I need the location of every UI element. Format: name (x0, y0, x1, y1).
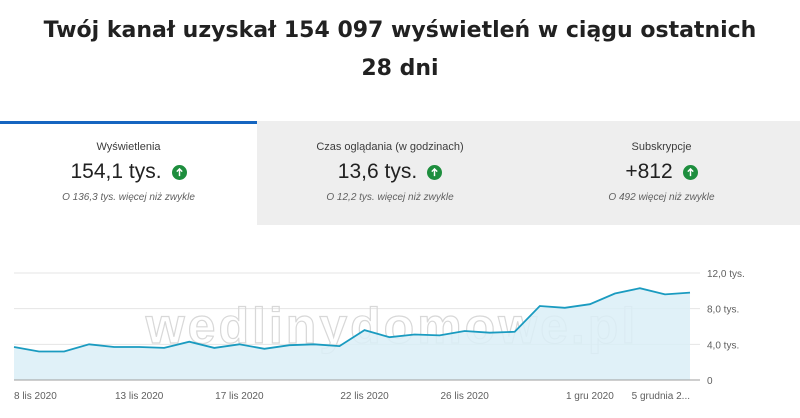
series-line (13, 287, 691, 353)
metric-tabs: Wyświetlenia 154,1 tys. O 136,3 tys. wię… (0, 121, 800, 225)
x-tick-label: 1 gru 2020 (566, 391, 614, 402)
x-tick-label: 5 grudnia 2... (632, 391, 690, 402)
tab-comparison: O 12,2 tys. więcej niż zwykle (326, 192, 454, 203)
x-tick-label: 8 lis 2020 (14, 391, 57, 402)
tab-comparison: O 136,3 tys. więcej niż zwykle (62, 192, 195, 203)
tab-comparison: O 492 więcej niż zwykle (608, 192, 715, 203)
tab-label: Subskrypcje (631, 141, 692, 153)
tab-value: 154,1 tys. (70, 160, 162, 183)
x-tick-label: 13 lis 2020 (115, 391, 164, 402)
x-tick-label: 17 lis 2020 (215, 391, 264, 402)
y-tick-label: 4,0 tys. (707, 340, 739, 351)
active-tab-indicator (0, 121, 257, 124)
y-tick-label: 12,0 tys. (707, 269, 745, 280)
tab-label: Wyświetlenia (96, 141, 161, 153)
arrow-up-icon (171, 164, 187, 180)
tab-subscriptions[interactable]: Subskrypcje +812 O 492 więcej niż zwykle (523, 121, 800, 225)
area-fill (14, 288, 690, 380)
tab-value: 13,6 tys. (337, 160, 418, 183)
y-tick-label: 0 (707, 376, 713, 387)
views-chart: wedlinydomowe.pl 12,0 tys. 8,0 tys. 4,0 tys… (0, 225, 800, 413)
headline-line-2: 28 dni (361, 56, 439, 81)
arrow-up-icon (682, 164, 698, 180)
tab-label: Czas oglądania (w godzinach) (316, 141, 464, 153)
headline-line-1: Twój kanał uzyskał 154 097 wyświetleń w … (43, 18, 757, 43)
arrow-up-icon (427, 164, 443, 180)
tab-watch-time[interactable]: Czas oglądania (w godzinach) 13,6 tys. O… (257, 121, 523, 225)
tab-value: +812 (625, 160, 673, 183)
x-tick-label: 22 lis 2020 (340, 391, 389, 402)
tab-views[interactable]: Wyświetlenia 154,1 tys. O 136,3 tys. wię… (0, 121, 257, 225)
x-tick-label: 26 lis 2020 (440, 391, 489, 402)
page-headline: Twój kanał uzyskał 154 097 wyświetleń w … (0, 12, 800, 88)
y-tick-label: 8,0 tys. (707, 305, 739, 316)
